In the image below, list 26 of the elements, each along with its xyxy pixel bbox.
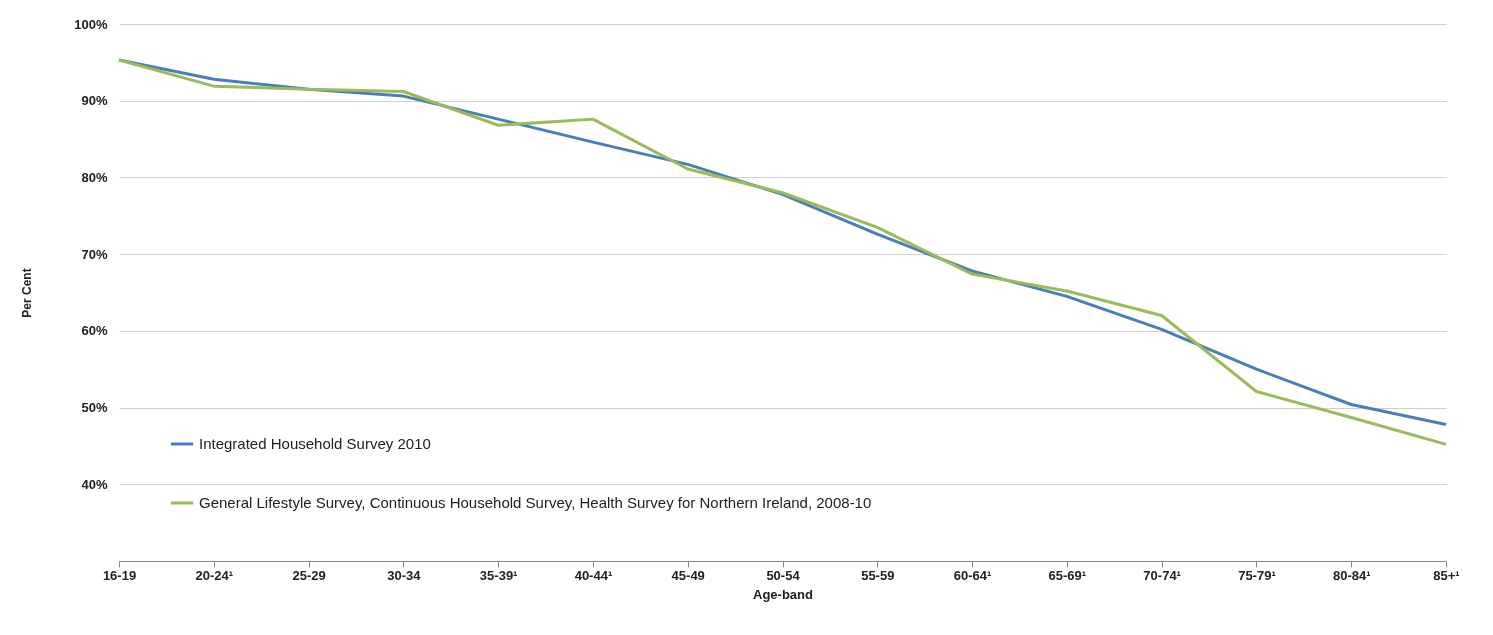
y-tick-label: 60%: [81, 323, 108, 339]
x-tick-label: 35-39¹: [479, 567, 518, 583]
x-tick-label: 20-24¹: [195, 567, 234, 583]
x-tick-label: 55-59: [861, 567, 895, 583]
y-tick-label: 70%: [81, 246, 108, 262]
x-tick-label: 85+¹: [1433, 567, 1460, 583]
x-tick-label: 50-54: [766, 567, 801, 583]
x-tick-label: 75-79¹: [1238, 567, 1276, 583]
x-tick-label: 65-69¹: [1048, 567, 1087, 583]
y-axis-title: Per Cent: [20, 268, 35, 318]
x-tick-label: 25-29: [292, 567, 326, 583]
y-tick-label: 50%: [81, 400, 108, 416]
x-tick-label: 30-34: [387, 567, 422, 583]
x-tick-label: 70-74¹: [1143, 567, 1181, 583]
x-axis-title: Age-band: [753, 586, 814, 602]
x-tick-label: 60-64¹: [953, 567, 992, 583]
y-tick-label: 90%: [81, 93, 108, 109]
legend-label: Integrated Household Survey 2010: [199, 435, 431, 452]
x-tick-label: 16-19: [102, 567, 137, 583]
y-tick-label: 100%: [74, 16, 108, 32]
x-tick-label: 40-44¹: [574, 567, 613, 583]
x-tick-label: 80-84¹: [1332, 567, 1371, 583]
legend-label: General Lifestyle Survey, Continuous Household Survey, Health Survey for Northern Ireland, 2008-10: [199, 494, 872, 511]
x-tick-label: 45-49: [671, 567, 705, 583]
y-tick-label: 40%: [81, 476, 108, 492]
y-tick-label: 80%: [81, 169, 108, 185]
